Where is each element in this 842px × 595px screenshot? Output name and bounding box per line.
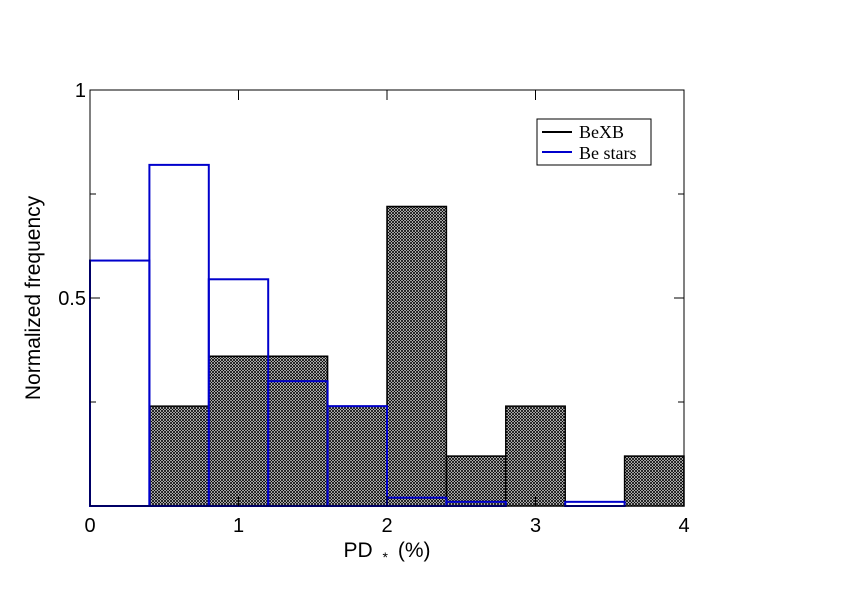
bexb-bar-1 xyxy=(148,405,210,507)
x-tick-label-3: 3 xyxy=(530,515,541,537)
y-tick-label-1: 1 xyxy=(75,80,86,102)
be-stars-bar-0 xyxy=(89,259,151,507)
bexb-bars xyxy=(148,205,685,507)
legend-label-bexb: BeXB xyxy=(579,122,624,142)
x-tick-label-1: 1 xyxy=(233,515,244,537)
x-axis-title-subscript: * xyxy=(383,549,389,565)
bexb-bar-9 xyxy=(623,455,685,507)
y-axis-title: Normalized frequency xyxy=(22,195,45,400)
bexb-bar-4 xyxy=(326,405,388,507)
x-axis-title: PD * (%) xyxy=(344,539,431,567)
y-tick-label-0: 0.5 xyxy=(58,288,86,310)
x-axis-title-unit: (%) xyxy=(398,539,431,562)
axis-tick-labels: 0 1 2 3 4 0.5 1 xyxy=(58,80,689,537)
bexb-bar-6 xyxy=(445,455,507,507)
x-axis-title-main: PD xyxy=(344,539,373,562)
bexb-bar-5 xyxy=(386,205,448,507)
x-tick-label-0: 0 xyxy=(84,515,95,537)
legend-label-be-stars: Be stars xyxy=(579,143,637,163)
axis-ticks xyxy=(89,89,685,506)
bexb-bar-2 xyxy=(208,355,269,507)
x-tick-label-4: 4 xyxy=(678,515,689,537)
legend: BeXB Be stars xyxy=(536,118,652,166)
bexb-bar-7 xyxy=(505,405,566,507)
legend-box xyxy=(536,118,652,166)
x-tick-label-2: 2 xyxy=(381,515,392,537)
bexb-bar-3 xyxy=(267,355,329,507)
be-stars-bar-8 xyxy=(564,500,626,507)
